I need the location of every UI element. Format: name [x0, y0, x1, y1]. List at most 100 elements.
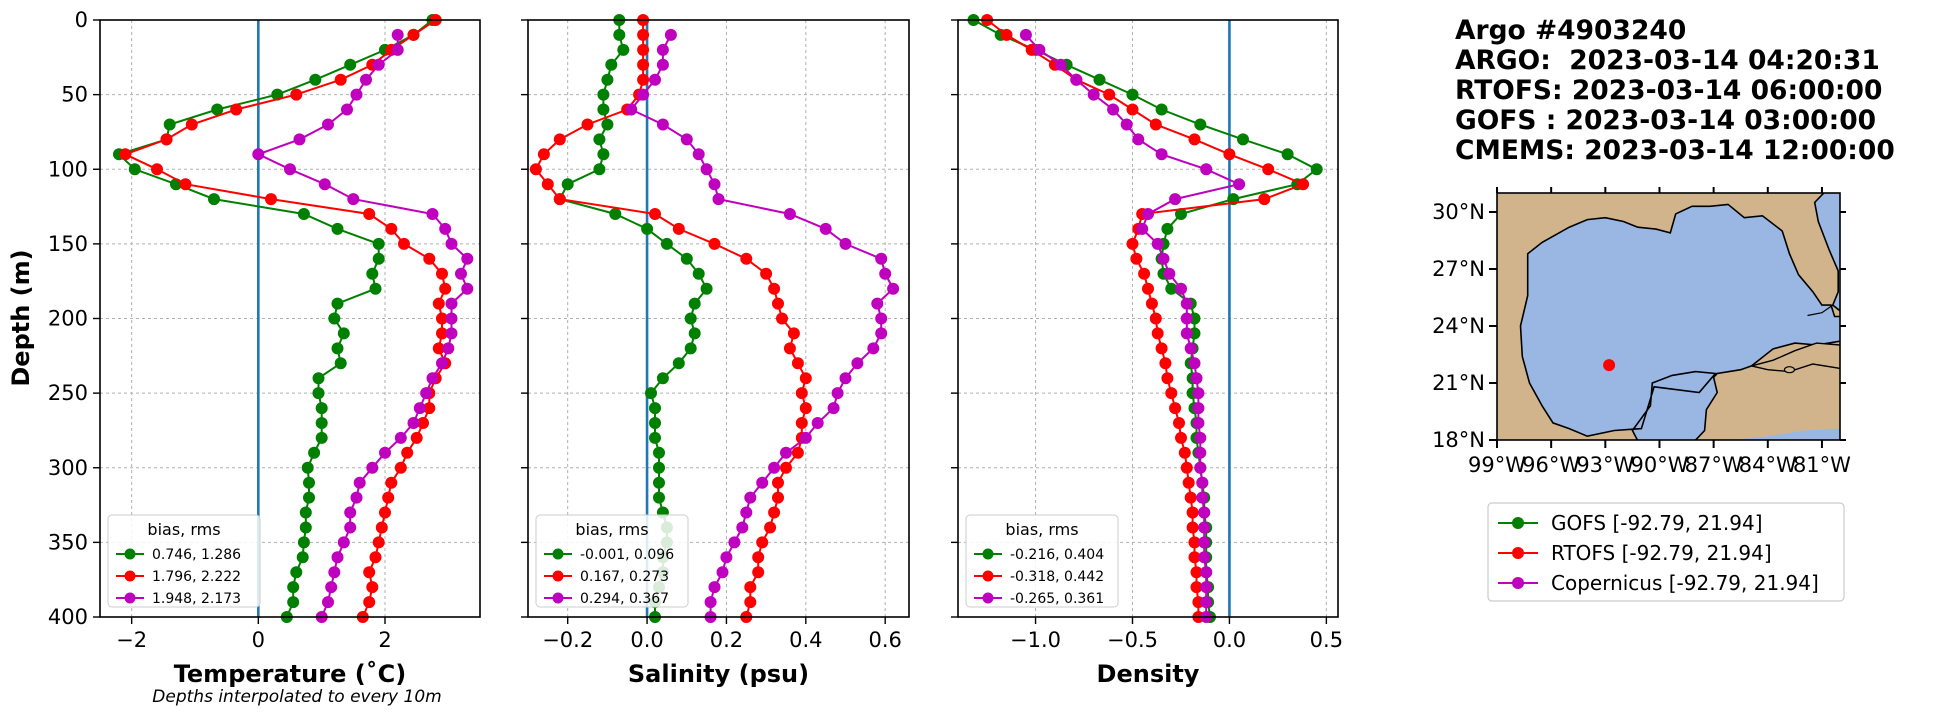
- data-point-rtofs: [768, 506, 781, 519]
- data-point-copernicus: [831, 387, 844, 400]
- map-lon-label: 99°W: [1468, 453, 1526, 477]
- data-point-copernicus: [1070, 73, 1083, 86]
- data-point-copernicus: [708, 178, 721, 191]
- data-point-copernicus: [413, 402, 426, 415]
- legend-marker: [552, 548, 564, 560]
- data-point-gofs: [1165, 282, 1178, 295]
- x-tick-label: −0.2: [542, 628, 593, 652]
- data-point-copernicus: [1087, 88, 1100, 101]
- data-point-gofs: [653, 491, 665, 504]
- x-tick-label: 0.4: [789, 628, 822, 652]
- data-point-copernicus: [407, 417, 420, 429]
- data-point-gofs: [312, 372, 325, 385]
- legend-box: [965, 514, 1119, 608]
- data-point-rtofs: [672, 222, 685, 235]
- data-point-copernicus: [1200, 596, 1213, 609]
- map-lon-label: 93°W: [1576, 453, 1634, 477]
- data-point-rtofs: [439, 282, 452, 295]
- data-point-rtofs: [799, 402, 812, 415]
- data-point-gofs: [344, 58, 357, 71]
- legend: bias, rms -0.001, 0.096 0.167, 0.273 0.294,…: [535, 514, 689, 608]
- data-point-copernicus: [744, 491, 757, 504]
- data-point-rtofs: [398, 237, 410, 250]
- data-point-rtofs: [795, 417, 808, 429]
- data-point-rtofs: [787, 327, 800, 340]
- data-point-copernicus: [445, 312, 458, 325]
- florida-keys: [1807, 304, 1834, 317]
- data-point-copernicus: [1132, 133, 1145, 146]
- legend-marker: [982, 592, 994, 604]
- data-point-rtofs: [1169, 402, 1182, 415]
- data-point-copernicus: [331, 551, 344, 564]
- data-point-copernicus: [1194, 431, 1207, 444]
- data-point-copernicus: [851, 357, 864, 370]
- data-point-copernicus: [656, 43, 669, 56]
- map-lat-label: 24°N: [1432, 314, 1485, 338]
- data-point-rtofs: [637, 28, 650, 41]
- data-point-rtofs: [1138, 267, 1151, 280]
- data-point-rtofs: [1103, 88, 1116, 101]
- data-point-gofs: [163, 118, 176, 131]
- data-point-gofs: [366, 267, 379, 280]
- data-point-gofs: [308, 446, 321, 459]
- data-point-rtofs: [783, 342, 796, 355]
- data-point-gofs: [645, 387, 657, 400]
- data-point-copernicus: [1192, 402, 1205, 415]
- data-point-copernicus: [827, 402, 840, 415]
- data-point-gofs: [287, 596, 300, 609]
- data-point-copernicus: [455, 267, 467, 280]
- data-point-gofs: [617, 43, 630, 56]
- data-point-copernicus: [1196, 491, 1209, 504]
- data-point-copernicus: [1200, 566, 1213, 579]
- data-point-copernicus: [461, 252, 474, 265]
- data-point-gofs: [301, 461, 314, 474]
- data-point-gofs: [660, 237, 673, 250]
- data-point-gofs: [649, 402, 661, 415]
- data-point-rtofs: [553, 133, 566, 146]
- data-point-gofs: [208, 193, 220, 206]
- data-point-rtofs: [1165, 387, 1178, 400]
- data-point-rtofs: [708, 237, 721, 250]
- data-point-copernicus: [875, 327, 888, 340]
- data-point-rtofs: [1186, 521, 1199, 534]
- data-point-copernicus: [1198, 506, 1211, 519]
- data-point-rtofs: [764, 521, 777, 534]
- data-point-rtofs: [1149, 118, 1162, 131]
- x-tick-label: −2: [116, 628, 147, 652]
- data-point-rtofs: [372, 536, 385, 549]
- title-line-cmems: CMEMS: 2023-03-14 12:00:00: [1455, 135, 1895, 166]
- data-point-copernicus: [337, 536, 350, 549]
- series-line-copernicus: [1025, 34, 1243, 617]
- profile-panel-0: −2 0 2 0 50 100 150 200 250 300 350 400 Temperature …: [48, 8, 481, 688]
- y-tick-label: 50: [61, 83, 88, 107]
- data-point-copernicus: [716, 566, 729, 579]
- data-point-rtofs: [752, 551, 765, 564]
- data-point-rtofs: [410, 431, 423, 444]
- data-point-gofs: [1093, 73, 1106, 86]
- data-point-copernicus: [347, 193, 360, 206]
- data-point-gofs: [613, 28, 626, 41]
- data-point-copernicus: [391, 28, 404, 41]
- data-point-rtofs: [290, 88, 303, 101]
- data-point-copernicus: [1194, 461, 1207, 474]
- x-tick-label: 0.0: [1213, 628, 1246, 652]
- data-point-rtofs: [385, 476, 398, 489]
- gulf-water: [1519, 203, 1840, 440]
- map-legend-marker: [1512, 517, 1524, 529]
- data-point-copernicus: [1136, 222, 1149, 235]
- y-tick-label: 400: [48, 605, 88, 629]
- map-legend-entry: GOFS [-92.79, 21.94]: [1551, 511, 1763, 535]
- data-point-gofs: [303, 476, 315, 489]
- data-point-gofs: [684, 312, 697, 325]
- data-point-copernicus: [252, 148, 265, 161]
- x-tick-label: 0: [252, 628, 265, 652]
- data-point-rtofs: [1188, 133, 1201, 146]
- legend-entry: 0.294, 0.367: [580, 591, 669, 607]
- data-point-gofs: [680, 252, 693, 265]
- map-lon-label: 90°W: [1630, 453, 1688, 477]
- legend-entry: -0.265, 0.361: [1010, 591, 1104, 607]
- map-lon-label: 81°W: [1793, 453, 1851, 477]
- data-point-copernicus: [1163, 267, 1176, 280]
- legend-entry: 1.796, 2.222: [152, 569, 241, 585]
